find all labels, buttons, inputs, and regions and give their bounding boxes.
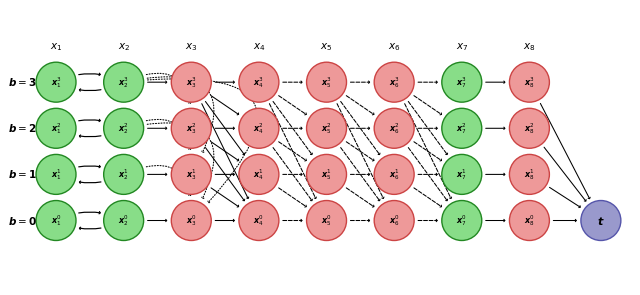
Circle shape (239, 62, 279, 102)
Text: $\boldsymbol{x}_{2}^{0}$: $\boldsymbol{x}_{2}^{0}$ (118, 213, 129, 228)
Circle shape (509, 154, 549, 194)
Text: $\boldsymbol{x}_{8}^{3}$: $\boldsymbol{x}_{8}^{3}$ (524, 75, 535, 90)
Circle shape (36, 62, 76, 102)
Circle shape (442, 201, 482, 240)
Circle shape (374, 62, 414, 102)
Circle shape (442, 62, 482, 102)
Text: $\boldsymbol{x}_{1}^{2}$: $\boldsymbol{x}_{1}^{2}$ (51, 121, 61, 136)
Text: $\boldsymbol{x}_{3}^{2}$: $\boldsymbol{x}_{3}^{2}$ (186, 121, 196, 136)
Text: $\boldsymbol{x}_{3}^{3}$: $\boldsymbol{x}_{3}^{3}$ (186, 75, 196, 90)
Text: $\boldsymbol{x}_{4}^{0}$: $\boldsymbol{x}_{4}^{0}$ (253, 213, 264, 228)
Circle shape (374, 154, 414, 194)
Text: $\boldsymbol{x_1}$: $\boldsymbol{x_1}$ (50, 41, 62, 53)
Text: $\boldsymbol{x}_{6}^{2}$: $\boldsymbol{x}_{6}^{2}$ (388, 121, 399, 136)
Text: $\boldsymbol{x}_{5}^{2}$: $\boldsymbol{x}_{5}^{2}$ (321, 121, 332, 136)
Text: $\boldsymbol{b} = \mathbf{0}$: $\boldsymbol{b} = \mathbf{0}$ (8, 214, 37, 227)
Circle shape (442, 154, 482, 194)
Text: $\boldsymbol{x}_{8}^{1}$: $\boldsymbol{x}_{8}^{1}$ (524, 167, 535, 182)
Circle shape (172, 108, 211, 148)
Circle shape (239, 154, 279, 194)
Circle shape (104, 154, 143, 194)
Circle shape (172, 154, 211, 194)
Text: $\boldsymbol{x}_{7}^{2}$: $\boldsymbol{x}_{7}^{2}$ (456, 121, 467, 136)
Circle shape (374, 201, 414, 240)
Text: $\boldsymbol{x_4}$: $\boldsymbol{x_4}$ (253, 41, 265, 53)
Circle shape (307, 154, 346, 194)
Circle shape (581, 201, 621, 240)
Circle shape (307, 62, 346, 102)
Text: $\boldsymbol{x}_{8}^{0}$: $\boldsymbol{x}_{8}^{0}$ (524, 213, 535, 228)
Text: $\boldsymbol{x}_{4}^{3}$: $\boldsymbol{x}_{4}^{3}$ (253, 75, 264, 90)
Circle shape (239, 108, 279, 148)
Text: $\boldsymbol{x}_{3}^{0}$: $\boldsymbol{x}_{3}^{0}$ (186, 213, 196, 228)
Text: $\boldsymbol{x_7}$: $\boldsymbol{x_7}$ (456, 41, 468, 53)
Circle shape (36, 154, 76, 194)
Circle shape (104, 62, 143, 102)
Text: $\boldsymbol{x}_{2}^{1}$: $\boldsymbol{x}_{2}^{1}$ (118, 167, 129, 182)
Text: $\boldsymbol{x}_{7}^{0}$: $\boldsymbol{x}_{7}^{0}$ (456, 213, 467, 228)
Text: $\boldsymbol{x}_{5}^{3}$: $\boldsymbol{x}_{5}^{3}$ (321, 75, 332, 90)
Text: $\boldsymbol{x}_{2}^{2}$: $\boldsymbol{x}_{2}^{2}$ (118, 121, 129, 136)
Text: $\boldsymbol{x}_{6}^{3}$: $\boldsymbol{x}_{6}^{3}$ (388, 75, 399, 90)
Text: $\boldsymbol{x}_{8}^{2}$: $\boldsymbol{x}_{8}^{2}$ (524, 121, 535, 136)
Circle shape (307, 108, 346, 148)
Text: $\boldsymbol{x}_{1}^{1}$: $\boldsymbol{x}_{1}^{1}$ (51, 167, 61, 182)
Circle shape (509, 62, 549, 102)
Circle shape (104, 108, 143, 148)
Text: $\boldsymbol{x_3}$: $\boldsymbol{x_3}$ (185, 41, 198, 53)
Text: $\boldsymbol{x}_{6}^{0}$: $\boldsymbol{x}_{6}^{0}$ (388, 213, 399, 228)
Text: $\boldsymbol{x}_{5}^{1}$: $\boldsymbol{x}_{5}^{1}$ (321, 167, 332, 182)
Text: $\boldsymbol{x}_{1}^{0}$: $\boldsymbol{x}_{1}^{0}$ (51, 213, 61, 228)
Circle shape (172, 62, 211, 102)
Text: $\boldsymbol{b} = \mathbf{2}$: $\boldsymbol{b} = \mathbf{2}$ (8, 122, 37, 134)
Circle shape (36, 108, 76, 148)
Circle shape (104, 201, 143, 240)
Circle shape (239, 201, 279, 240)
Circle shape (442, 108, 482, 148)
Text: $\boldsymbol{x}_{5}^{0}$: $\boldsymbol{x}_{5}^{0}$ (321, 213, 332, 228)
Circle shape (374, 108, 414, 148)
Text: $\boldsymbol{b} = \mathbf{3}$: $\boldsymbol{b} = \mathbf{3}$ (8, 76, 37, 88)
Circle shape (36, 201, 76, 240)
Text: $\boldsymbol{x}_{7}^{3}$: $\boldsymbol{x}_{7}^{3}$ (456, 75, 467, 90)
Text: $\boldsymbol{b} = \mathbf{1}$: $\boldsymbol{b} = \mathbf{1}$ (8, 168, 37, 181)
Circle shape (172, 201, 211, 240)
Text: $\boldsymbol{x}_{4}^{1}$: $\boldsymbol{x}_{4}^{1}$ (253, 167, 264, 182)
Text: $\boldsymbol{x}_{2}^{3}$: $\boldsymbol{x}_{2}^{3}$ (118, 75, 129, 90)
Text: $\boldsymbol{t}$: $\boldsymbol{t}$ (597, 214, 605, 227)
Text: $\boldsymbol{x}_{3}^{1}$: $\boldsymbol{x}_{3}^{1}$ (186, 167, 196, 182)
Text: $\boldsymbol{x_5}$: $\boldsymbol{x_5}$ (321, 41, 333, 53)
Text: $\boldsymbol{x}_{6}^{1}$: $\boldsymbol{x}_{6}^{1}$ (388, 167, 399, 182)
Text: $\boldsymbol{x_2}$: $\boldsymbol{x_2}$ (118, 41, 130, 53)
Circle shape (307, 201, 346, 240)
Text: $\boldsymbol{x}_{1}^{3}$: $\boldsymbol{x}_{1}^{3}$ (51, 75, 61, 90)
Text: $\boldsymbol{x_8}$: $\boldsymbol{x_8}$ (523, 41, 536, 53)
Circle shape (509, 201, 549, 240)
Circle shape (509, 108, 549, 148)
Text: $\boldsymbol{x}_{4}^{2}$: $\boldsymbol{x}_{4}^{2}$ (253, 121, 264, 136)
Text: $\boldsymbol{x_6}$: $\boldsymbol{x_6}$ (388, 41, 401, 53)
Text: $\boldsymbol{x}_{7}^{1}$: $\boldsymbol{x}_{7}^{1}$ (456, 167, 467, 182)
